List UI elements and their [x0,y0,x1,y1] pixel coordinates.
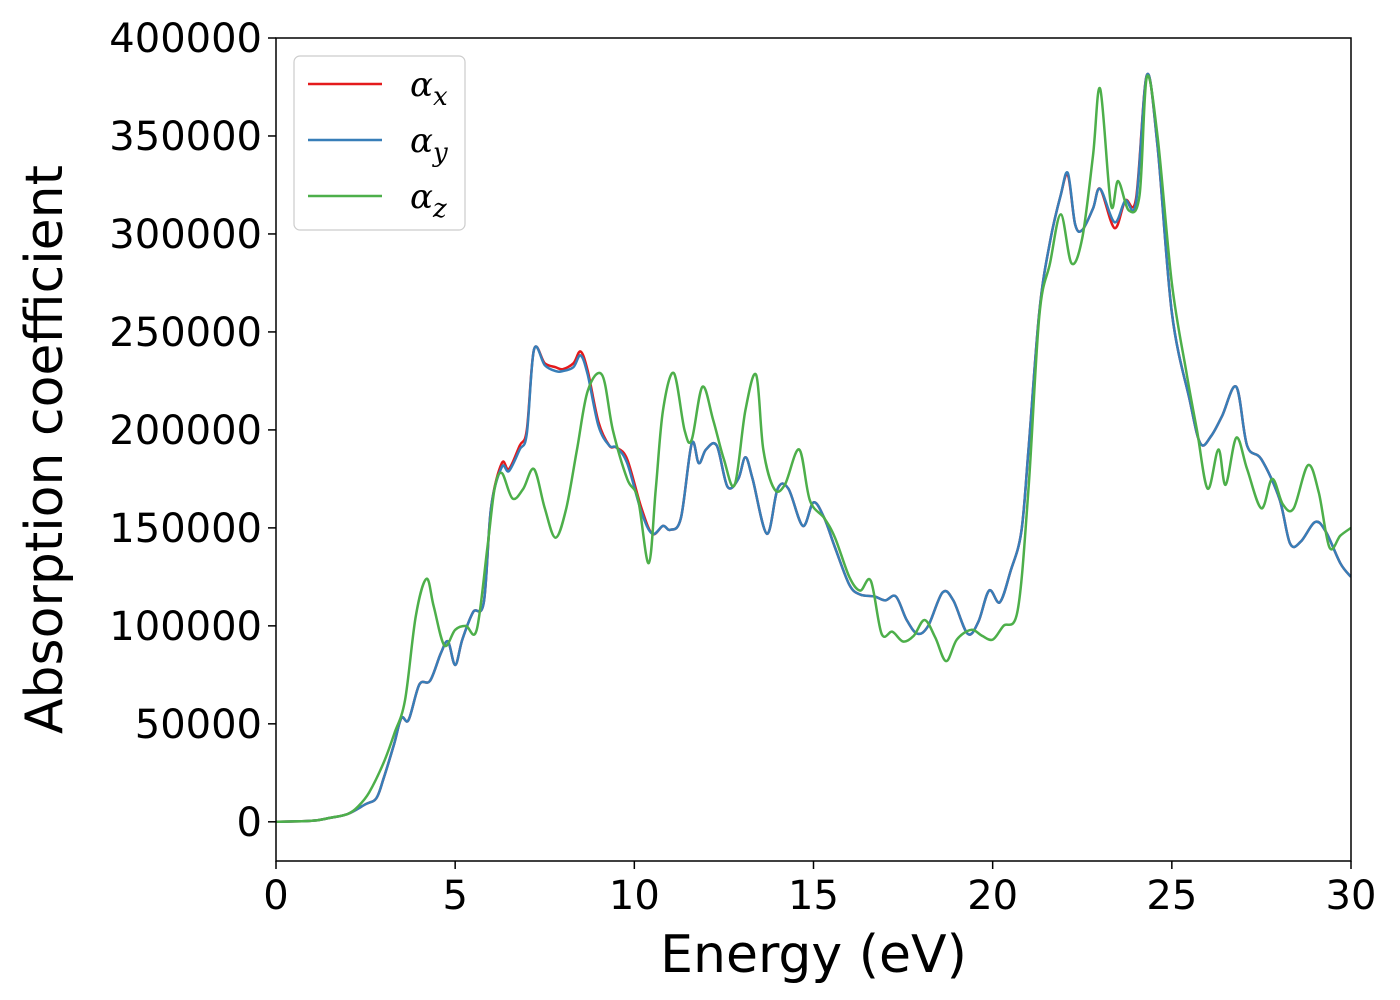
legend: αx αy αz [293,55,466,231]
y-tick-label: 250000 [109,310,262,356]
x-tick-label: 30 [1326,873,1377,919]
y-axis-label: Absorption coefficient [15,165,75,734]
legend-label-x: αx [410,65,448,112]
x-axis: 0 5 10 15 20 25 30 [263,861,1376,919]
x-tick-label: 5 [442,873,467,919]
y-axis: 0 50000 100000 150000 200000 250000 300000 3500… [109,16,276,846]
x-axis-label: Energy (eV) [660,925,967,985]
legend-box [293,55,466,231]
x-tick-label: 0 [263,873,288,919]
legend-label-y: αy [410,121,448,168]
x-tick-label: 10 [609,873,660,919]
legend-label-z: αz [410,177,447,224]
series-line-z [276,74,1351,824]
y-tick-label: 400000 [109,16,262,62]
y-tick-label: 200000 [109,408,262,454]
x-tick-label: 25 [1146,873,1197,919]
y-tick-label: 350000 [109,114,262,160]
x-tick-label: 15 [788,873,839,919]
x-tick-label: 20 [967,873,1018,919]
y-tick-label: 300000 [109,212,262,258]
y-tick-label: 150000 [109,506,262,552]
y-tick-label: 50000 [135,702,262,748]
y-tick-label: 100000 [109,604,262,650]
series-layer [276,72,1351,824]
y-tick-label: 0 [237,800,262,846]
